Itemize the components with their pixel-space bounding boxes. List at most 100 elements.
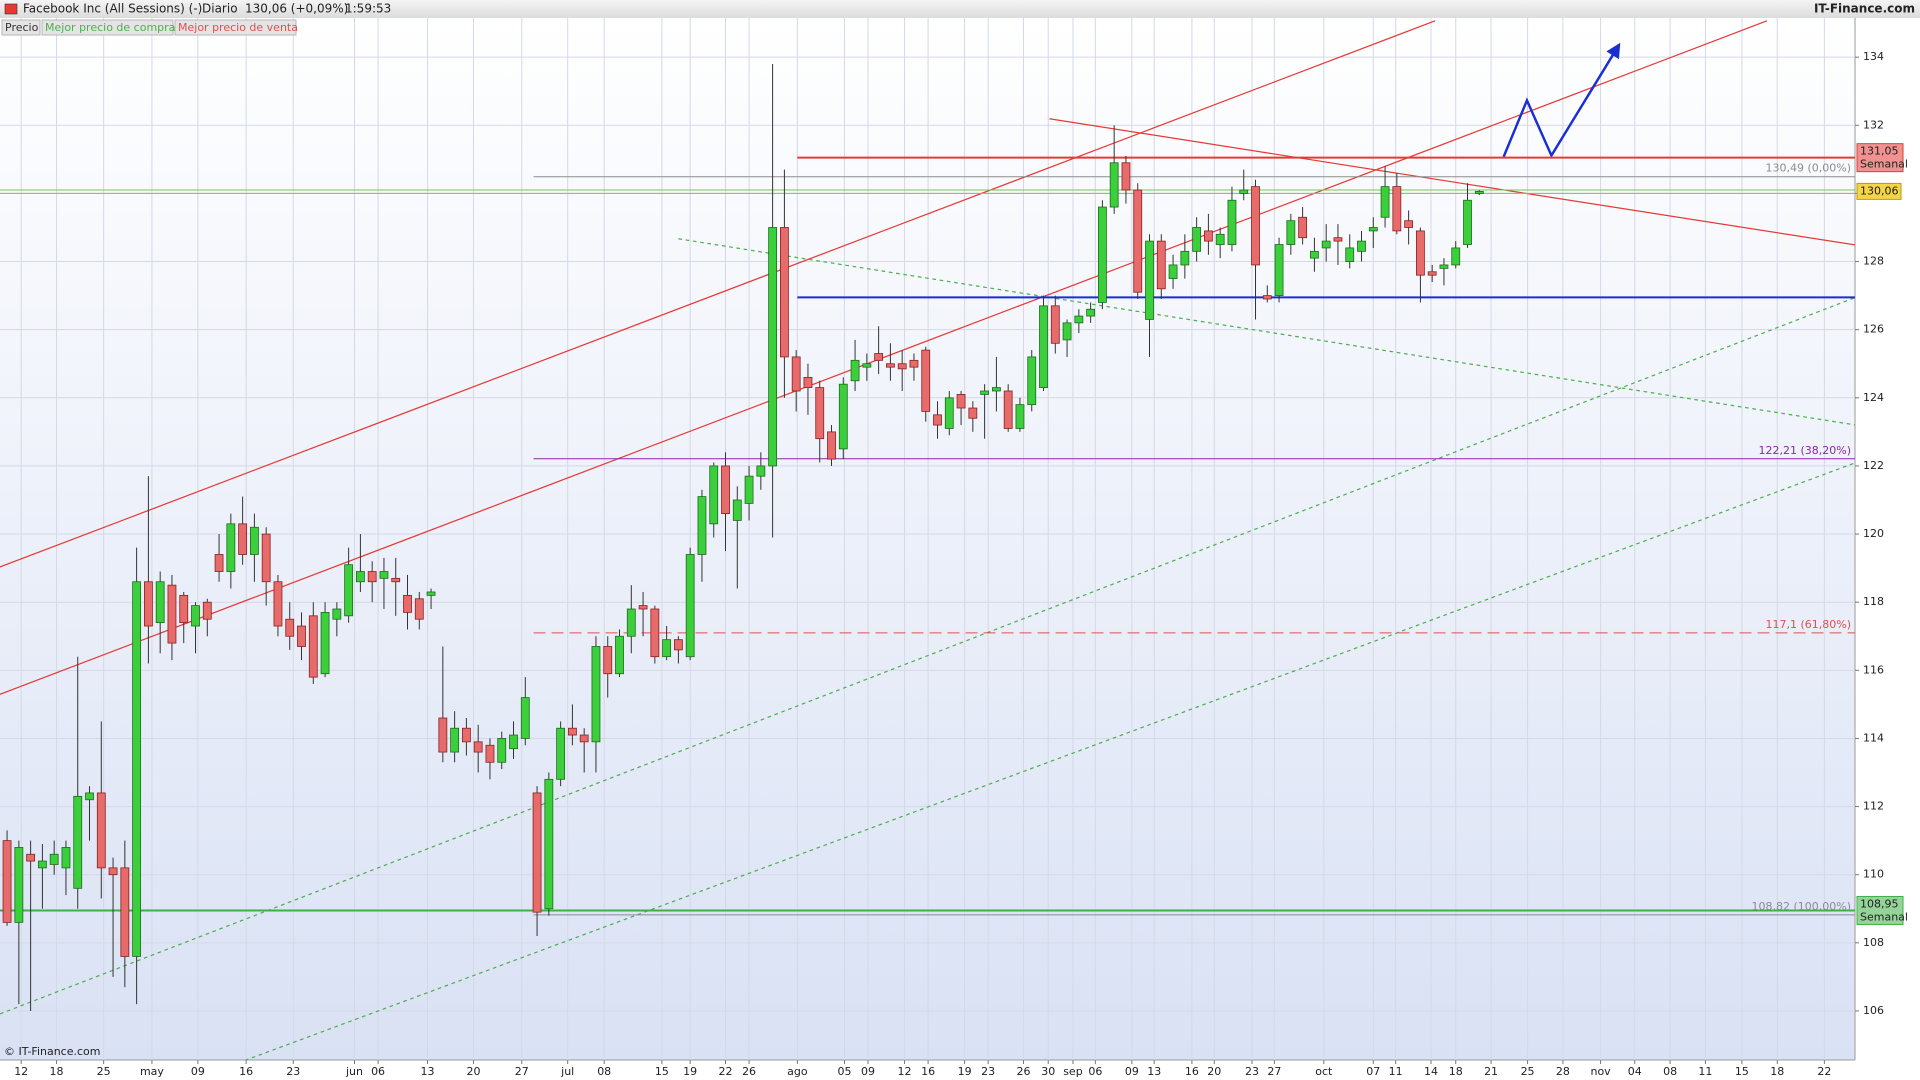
x-tick-label: 26 [742, 1065, 756, 1078]
candle-body [1392, 186, 1402, 232]
candle-body [980, 390, 990, 395]
candle-body [709, 465, 719, 525]
candle-body [473, 741, 483, 753]
candle-body [320, 612, 330, 675]
candle-body [155, 581, 165, 624]
candle-body [414, 598, 424, 620]
candle-body [120, 867, 130, 957]
candle-body [768, 227, 778, 467]
candle-body [1168, 264, 1178, 279]
candle-body [803, 376, 813, 388]
candle-body [944, 397, 954, 429]
legend-item-box [41, 19, 174, 36]
candle-body [1039, 305, 1048, 388]
x-tick-label: 27 [1267, 1065, 1281, 1078]
x-tick-label: 04 [1628, 1065, 1642, 1078]
candle-body [1333, 237, 1343, 242]
candle-body [179, 594, 189, 624]
x-tick-label: 05 [837, 1065, 851, 1078]
x-tick-label: may [140, 1065, 164, 1078]
x-tick-label: 09 [191, 1065, 205, 1078]
trend-line [1049, 118, 1855, 246]
candle-body [1086, 308, 1096, 317]
candle-body [344, 564, 354, 617]
x-tick-label: 18 [50, 1065, 64, 1078]
candle-body [297, 625, 306, 647]
level-label: 108,82 (100,00%) [1751, 900, 1851, 913]
y-tick-label: 110 [1863, 868, 1884, 881]
candle-body [167, 584, 177, 644]
candle-body [1286, 220, 1296, 245]
y-tick-label: 124 [1863, 391, 1884, 404]
candle-body [992, 387, 1001, 392]
candle-body [61, 847, 71, 869]
trend-line [0, 296, 1855, 1015]
candle-body [956, 394, 966, 409]
candle-body [355, 571, 365, 583]
candle-body [756, 465, 766, 477]
candle-body [1404, 220, 1414, 228]
y-tick-label: 108 [1863, 936, 1884, 949]
candles [2, 63, 1484, 1011]
candle-body [1015, 404, 1025, 429]
candle-body [921, 349, 931, 412]
candle-body [1451, 247, 1461, 266]
candle-body [191, 605, 200, 627]
x-tick-label: 06 [371, 1065, 385, 1078]
candle-body [38, 860, 47, 869]
legend-item-box [174, 19, 297, 36]
candle-body [261, 533, 271, 583]
y-tick-label: 118 [1863, 595, 1884, 608]
x-tick-label: 22 [1817, 1065, 1831, 1078]
candle-body [615, 635, 624, 675]
candle-body [1133, 189, 1143, 293]
x-tick-label: 18 [1770, 1065, 1784, 1078]
x-tick-label: 11 [1698, 1065, 1712, 1078]
x-tick-label: 09 [861, 1065, 875, 1078]
x-tick-label: 21 [1484, 1065, 1498, 1078]
y-tick-label: 120 [1863, 527, 1884, 540]
candle-body [603, 646, 613, 675]
candle-body [1109, 162, 1119, 208]
candle-body [626, 608, 636, 637]
y-tick-label: 126 [1863, 323, 1884, 336]
candle-body [214, 554, 224, 572]
candle-body [1192, 227, 1202, 252]
y-tick-label: 106 [1863, 1004, 1884, 1017]
candle-body [1310, 250, 1319, 259]
header-icon [4, 3, 18, 15]
candle-body [226, 523, 236, 572]
candle-body [1050, 305, 1060, 344]
candle-body [662, 639, 672, 658]
x-tick-label: ago [787, 1065, 808, 1078]
candle-body [897, 363, 907, 370]
x-tick-label: oct [1315, 1065, 1333, 1078]
level-label: 122,21 (38,20%) [1758, 444, 1851, 457]
candle-body [1121, 162, 1131, 191]
candle-body [650, 608, 660, 658]
candle-body [1368, 227, 1378, 232]
candle-body [862, 363, 872, 368]
candle-body [391, 577, 401, 583]
candle-body [544, 778, 554, 910]
candle-body [838, 383, 848, 450]
candle-body [732, 499, 742, 521]
header-bar [0, 0, 1920, 18]
level-label: 117,1 (61,80%) [1765, 618, 1851, 631]
x-tick-label: 16 [921, 1065, 935, 1078]
candle-body [497, 738, 507, 763]
candle-body [202, 601, 212, 620]
levels [0, 156, 1855, 916]
candle-body [1345, 247, 1355, 262]
candle-body [426, 591, 436, 596]
candle-body [591, 646, 601, 743]
level-badge-note: Semanal [1860, 158, 1908, 171]
candle-body [1463, 199, 1472, 245]
candle-body [1003, 390, 1013, 429]
labels: 1061081101121141161181201221241261281301… [14, 50, 1908, 1078]
candle-body [874, 353, 884, 361]
y-tick-label: 132 [1863, 118, 1884, 131]
candle-body [556, 727, 566, 780]
x-tick-label: 23 [1245, 1065, 1259, 1078]
